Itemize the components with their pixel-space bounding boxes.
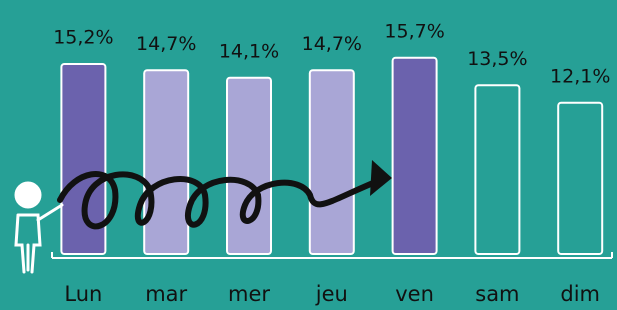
value-label: 14,7%: [136, 33, 196, 55]
value-label: 14,7%: [302, 33, 362, 55]
bar: [558, 103, 602, 254]
chart: 15,2% Lun 14,7% mar 14,1% mer 14,7% jeu 15,7% ven…: [0, 0, 617, 310]
value-label: 12,1%: [550, 65, 610, 87]
value-label: 13,5%: [467, 48, 527, 70]
x-tick-label: mer: [228, 282, 270, 306]
bar: [310, 70, 354, 254]
x-tick-label: jeu: [315, 282, 348, 306]
bar: [393, 58, 437, 254]
value-label: 14,1%: [219, 40, 279, 62]
bar: [475, 85, 519, 254]
value-label: 15,2%: [53, 27, 113, 49]
bar: [227, 78, 271, 254]
x-tick-label: mar: [145, 282, 187, 306]
x-tick-label: ven: [395, 282, 434, 306]
x-tick-label: sam: [475, 282, 519, 306]
x-tick-label: Lun: [64, 282, 102, 306]
x-tick-label: dim: [560, 282, 600, 306]
bar: [144, 70, 188, 254]
value-label: 15,7%: [384, 20, 444, 42]
